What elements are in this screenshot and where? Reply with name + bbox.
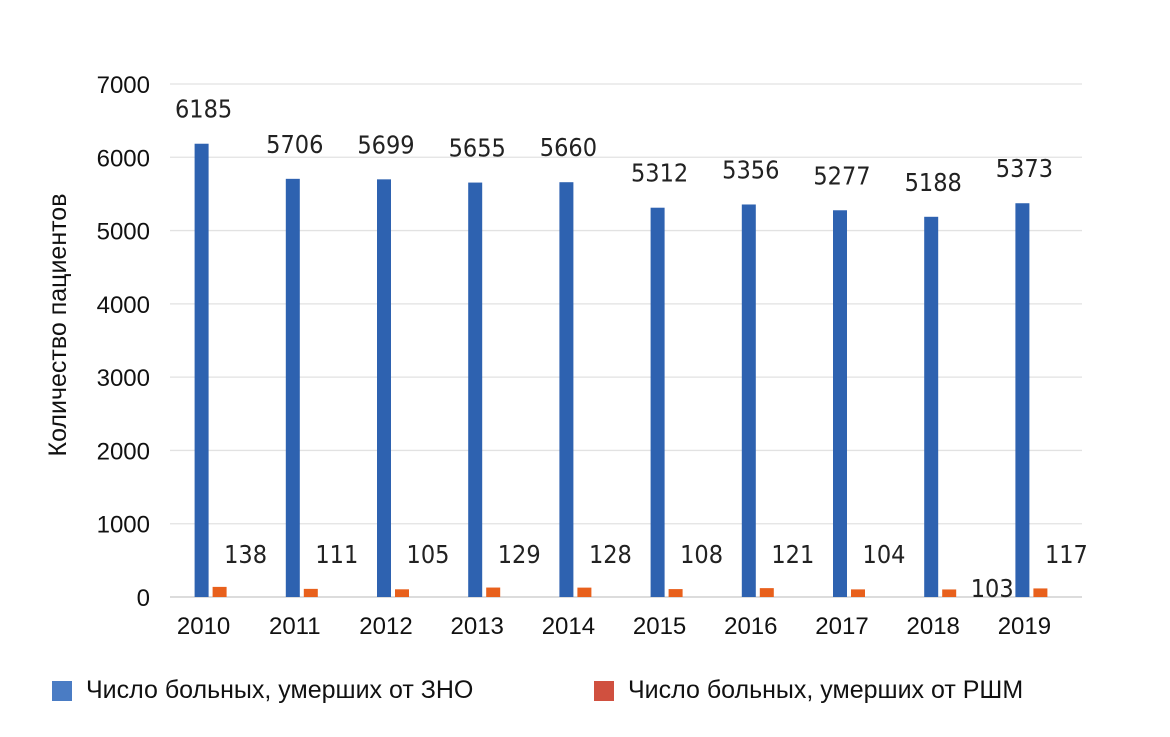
data-label-rshm: 104 (863, 540, 906, 569)
x-tick-label: 2013 (451, 613, 504, 640)
bar-zno (741, 204, 756, 597)
x-tick-label: 2017 (815, 613, 868, 640)
y-tick-label: 4000 (97, 292, 150, 319)
bar-zno (833, 210, 847, 597)
bar-zno (559, 182, 574, 597)
bar-rshm (486, 587, 501, 597)
x-axis-ticks: 2010 2011 2012 2013 2014 2015 2016 2017 2018 2019 (177, 613, 1051, 640)
x-tick-label: 2010 (177, 613, 230, 640)
y-tick-label: 1000 (97, 512, 150, 539)
bar-rshm (759, 588, 774, 597)
x-tick-label: 2014 (542, 613, 595, 640)
data-label-zno: 5277 (813, 161, 870, 190)
data-label-rshm: 138 (224, 540, 267, 569)
data-label-rshm: 128 (589, 540, 632, 569)
data-label-rshm: 111 (315, 540, 358, 569)
bar-rshm (212, 586, 227, 597)
bar-zno (468, 182, 483, 598)
data-labels: 6185 138 5706 111 5699 105 5655 129 5660 128 5312 1… (175, 95, 1088, 603)
bar-rshm (395, 589, 409, 597)
data-label-rshm: 103 (971, 574, 1014, 603)
y-tick-label: 6000 (97, 145, 150, 172)
bar-rshm (577, 587, 592, 597)
y-tick-label: 5000 (97, 219, 150, 246)
legend-label-rshm: Число больных, умерших от РШМ (628, 676, 1024, 704)
bar-zno (1015, 203, 1030, 598)
x-tick-label: 2015 (633, 613, 686, 640)
data-label-rshm: 105 (407, 540, 450, 569)
x-tick-label: 2011 (269, 613, 321, 640)
bar-rshm (942, 589, 957, 597)
y-tick-label: 0 (137, 585, 150, 612)
x-tick-label: 2018 (907, 613, 960, 640)
data-label-zno: 5356 (722, 155, 779, 184)
bar-zno (285, 178, 300, 597)
data-label-zno: 6185 (175, 95, 232, 124)
bar-rshm (1033, 588, 1048, 597)
y-axis-ticks: 0 1000 2000 3000 4000 5000 6000 7000 (97, 72, 150, 612)
legend-item-zno: Число больных, умерших от ЗНО (52, 676, 473, 705)
legend-item-rshm: Число больных, умерших от РШМ (594, 676, 1023, 705)
x-tick-label: 2012 (359, 613, 412, 640)
legend: Число больных, умерших от ЗНО Число боль… (52, 676, 1162, 712)
data-label-zno: 5188 (905, 168, 962, 197)
data-label-zno: 5312 (631, 159, 688, 188)
data-label-rshm: 117 (1045, 540, 1088, 569)
data-label-rshm: 108 (680, 540, 723, 569)
bar-rshm (303, 588, 318, 597)
data-label-rshm: 129 (498, 540, 541, 569)
bar-zno (650, 207, 665, 597)
gridlines (170, 83, 1082, 598)
x-tick-label: 2019 (998, 613, 1051, 640)
data-label-rshm: 121 (771, 540, 814, 569)
bar-zno (924, 216, 939, 598)
x-tick-label: 2016 (724, 613, 777, 640)
data-label-zno: 5706 (266, 130, 323, 159)
data-label-zno: 5660 (540, 133, 597, 162)
bar-zno (194, 143, 209, 598)
data-label-zno: 5699 (357, 130, 414, 159)
bar-zno (377, 179, 391, 597)
data-label-zno: 5655 (449, 134, 506, 163)
legend-swatch-rshm (594, 680, 614, 701)
y-tick-label: 7000 (97, 72, 150, 99)
bar-rshm (851, 589, 865, 597)
legend-swatch-zno (52, 680, 72, 701)
legend-label-zno: Число больных, умерших от ЗНО (86, 676, 474, 704)
y-axis-title: Количество пациентов (44, 194, 72, 457)
y-tick-label: 2000 (97, 438, 150, 465)
bars (194, 143, 1048, 598)
y-tick-label: 3000 (97, 365, 150, 392)
bar-rshm (668, 589, 683, 597)
data-label-zno: 5373 (996, 154, 1053, 183)
